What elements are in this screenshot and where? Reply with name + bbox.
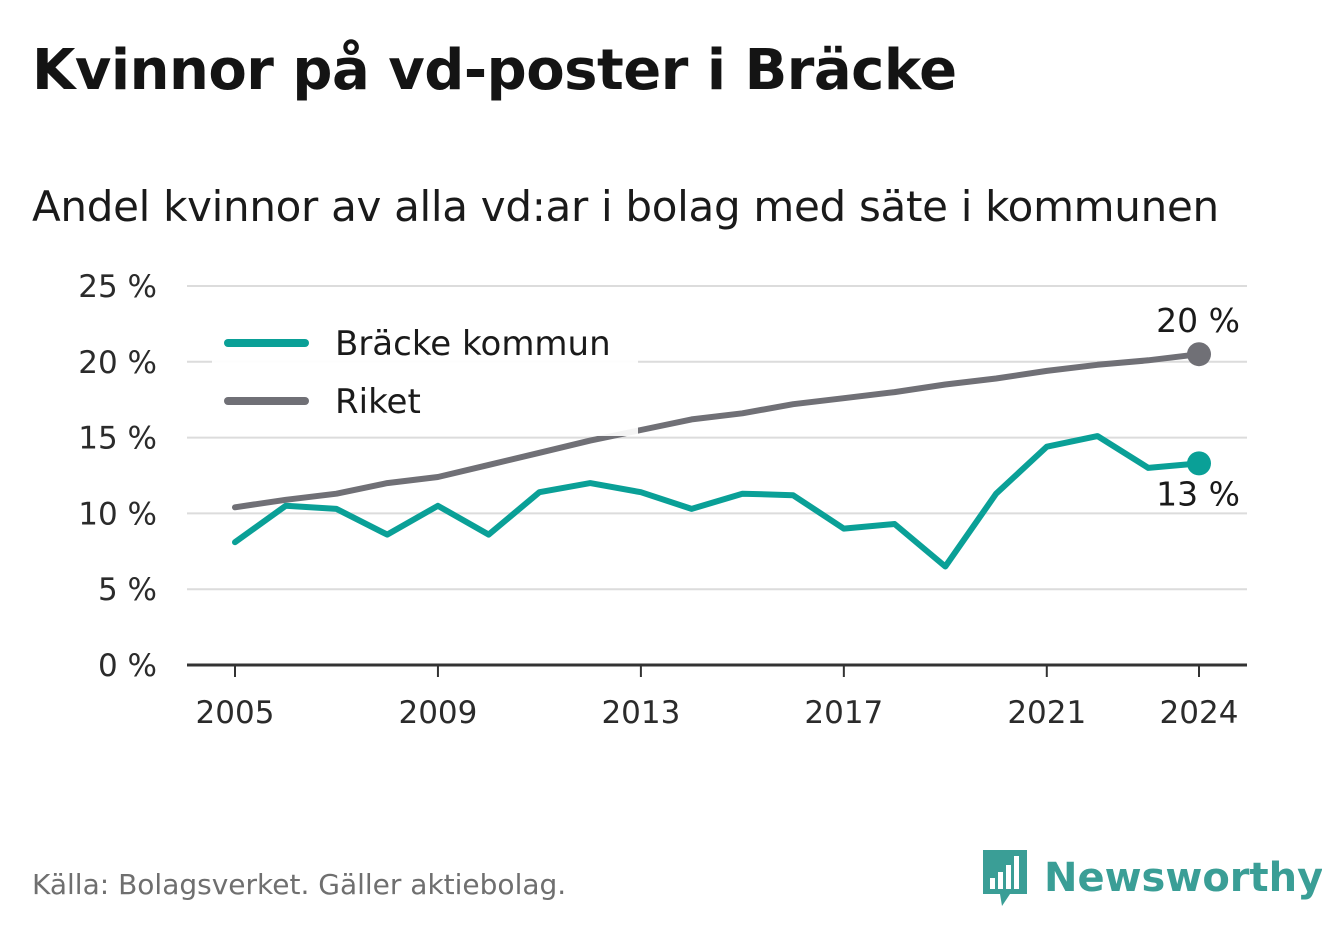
y-axis-ticks: 0 % 5 % 10 % 15 % 20 % 25 % — [78, 269, 157, 684]
x-tick-label: 2024 — [1160, 695, 1239, 731]
y-tick-label: 25 % — [78, 269, 157, 305]
source-note: Källa: Bolagsverket. Gäller aktiebolag. — [32, 868, 567, 901]
series-lines — [232, 342, 1211, 570]
riket-series-line — [232, 351, 1202, 511]
legend-background — [212, 318, 638, 436]
legend: Bräcke kommun Riket — [212, 318, 638, 436]
x-axis-ticks: 2005 2009 2013 2017 2021 2024 — [187, 663, 1247, 731]
legend-label: Bräcke kommun — [335, 324, 611, 364]
bracke-data-point — [1187, 451, 1211, 476]
riket-end-label: 20 % — [1156, 301, 1240, 340]
brand-name: Newsworthy — [1044, 855, 1322, 901]
bar-chart-speech-bubble-icon — [983, 850, 1027, 906]
bracke-series-line — [232, 433, 1202, 570]
y-tick-label: 10 % — [78, 496, 157, 532]
chart-title: Kvinnor på vd-poster i Bräcke — [32, 38, 957, 103]
bracke-end-label: 13 % — [1156, 474, 1240, 513]
y-tick-label: 20 % — [78, 345, 157, 381]
x-tick-label: 2013 — [601, 695, 680, 731]
riket-data-point — [1187, 342, 1211, 367]
end-labels: 13 % 20 % — [1156, 301, 1240, 513]
x-tick-label: 2021 — [1007, 695, 1086, 731]
y-tick-label: 15 % — [78, 421, 157, 457]
y-tick-label: 5 % — [98, 572, 157, 608]
legend-label: Riket — [335, 382, 421, 422]
x-tick-label: 2017 — [804, 695, 883, 731]
y-tick-label: 0 % — [98, 648, 157, 684]
x-tick-label: 2009 — [398, 695, 477, 731]
brand-logo: Newsworthy — [980, 848, 1322, 908]
x-tick-label: 2005 — [196, 695, 275, 731]
chart-subtitle: Andel kvinnor av alla vd:ar i bolag med … — [32, 182, 1219, 231]
